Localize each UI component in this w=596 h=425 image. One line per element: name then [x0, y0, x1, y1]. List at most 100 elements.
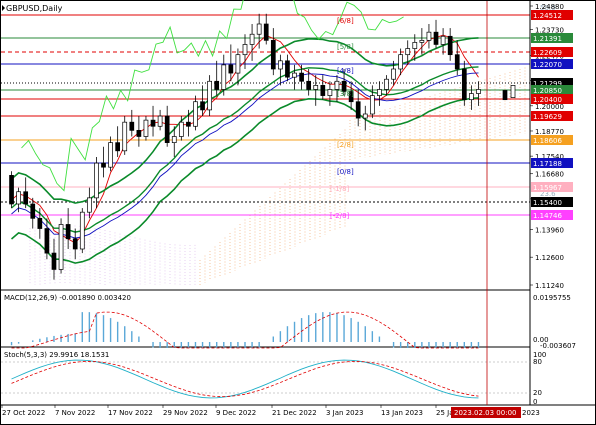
- price-level-box: 1.20400: [531, 94, 573, 104]
- candle: [193, 95, 198, 131]
- price-level-box: 1.24512: [531, 10, 573, 20]
- candle: [426, 24, 432, 49]
- candle: [94, 156, 99, 209]
- murrey-level-label: [5/8]: [337, 43, 354, 51]
- price-labels: 1.24512 1.22609 1.22070 1.21391 1.212991.208…: [531, 10, 573, 220]
- candle: [37, 208, 43, 239]
- fib-level-label: 23.6: [540, 190, 556, 198]
- price-level-label: 1.22609: [533, 49, 562, 57]
- macd-signal-line: [11, 311, 479, 349]
- price-level-label: 1.22070: [533, 61, 562, 69]
- time-cursor-label: 2023.02.03 00:00: [454, 409, 516, 417]
- macd-panel[interactable]: MACD(12,26,9) -0.001890 0.003420: [4, 294, 480, 349]
- candle: [334, 75, 340, 102]
- stochastic-panel[interactable]: Stoch(5,3,3) 29.9916 18.1531: [1, 351, 530, 399]
- candle: [447, 28, 453, 61]
- price-level-label: 1.17188: [533, 160, 562, 168]
- macd-axis-min: -0.003607: [540, 342, 576, 350]
- price-tick-label: 1.20000: [535, 103, 564, 111]
- time-tick-label: 9 Dec 2022: [216, 409, 256, 417]
- price-level-box: 1.14746: [531, 210, 573, 220]
- candle: [263, 13, 269, 45]
- murrey-level-label: [-1/8]: [330, 185, 350, 193]
- main-price-panel[interactable]: [6/8] [5/8] [4/8] [3/8] [2/8] [0/8] [-1/8] [-2/…: [1, 0, 556, 289]
- murrey-level-label: [2/8]: [337, 141, 354, 149]
- price-level-label: 1.21391: [533, 35, 562, 43]
- macd-label: MACD(12,26,9) -0.001890 0.003420: [4, 294, 131, 302]
- candle: [256, 13, 262, 49]
- candle: [108, 136, 113, 172]
- window-title: GBPUSD,Daily: [6, 4, 63, 13]
- candle: [51, 238, 57, 280]
- macd-axis-max: 0.0195755: [533, 294, 571, 302]
- stoch-k-line: [11, 359, 479, 399]
- price-level-label: 1.20850: [533, 87, 562, 95]
- price-level-box: 1.15967: [531, 182, 573, 192]
- candle: [129, 109, 135, 137]
- time-tick-label: 27 Oct 2022: [2, 409, 45, 417]
- candle: [433, 19, 439, 49]
- candle: [79, 208, 85, 254]
- candle: [143, 116, 149, 141]
- candle: [440, 28, 446, 55]
- candle: [299, 64, 304, 90]
- candle: [150, 105, 156, 137]
- candle: [270, 28, 276, 76]
- candle: [9, 171, 14, 209]
- candle: [186, 109, 191, 137]
- price-level-label: 1.15967: [533, 184, 562, 192]
- price-level-box: 1.21299: [531, 78, 573, 88]
- price-tick-label: 1.23730: [535, 27, 564, 35]
- time-trailing-label: 2023: [522, 409, 540, 417]
- candle: [87, 187, 92, 219]
- price-level-box: 1.19629: [531, 111, 573, 121]
- fib-level-label: 50.0: [540, 4, 556, 12]
- stoch-d-line: [11, 360, 479, 398]
- time-tick-label: 7 Nov 2022: [55, 409, 95, 417]
- candle: [23, 177, 29, 209]
- candle: [235, 48, 241, 86]
- murrey-level-label: [4/8]: [337, 67, 354, 75]
- price-tick-label: 1.17540: [535, 153, 564, 161]
- candle: [228, 44, 234, 82]
- candle: [207, 75, 212, 117]
- candle: [306, 69, 312, 96]
- murrey-labels: [6/8] [5/8] [4/8] [3/8] [2/8] [0/8] [-1/8] [-2/…: [330, 4, 556, 220]
- price-tick-label: 1.24880: [535, 3, 564, 11]
- candle: [101, 146, 106, 178]
- price-level-label: 1.15400: [533, 199, 562, 207]
- candle: [242, 34, 248, 69]
- price-level-box: 1.15400: [531, 197, 573, 207]
- murrey-level-label: [6/8]: [337, 17, 354, 25]
- collapse-icon[interactable]: [2, 5, 5, 11]
- candle: [369, 85, 375, 119]
- candle: [65, 208, 71, 249]
- candle: [398, 48, 403, 76]
- price-level-label: 1.14746: [533, 212, 562, 220]
- candle: [58, 218, 64, 274]
- candle: [122, 116, 128, 155]
- candle: [412, 34, 418, 61]
- candle: [348, 81, 354, 110]
- candle: [355, 89, 361, 127]
- candle: [16, 187, 21, 213]
- price-tick-label: 1.12600: [535, 254, 564, 262]
- murrey-level-label: [-2/8]: [330, 212, 350, 220]
- candle: [377, 81, 382, 106]
- time-tick-label: 21 Dec 2022: [272, 409, 317, 417]
- stoch-label: Stoch(5,3,3) 29.9916 18.1531: [4, 351, 109, 359]
- macd-axis-zero: 0.00: [533, 336, 549, 344]
- candle: [313, 75, 319, 106]
- candle: [72, 228, 78, 260]
- price-level-box: 1.17188: [531, 158, 573, 168]
- candle: [164, 105, 170, 147]
- price-level-label: 1.24512: [533, 12, 562, 20]
- time-cursor-box: [451, 407, 521, 418]
- candle: [278, 54, 283, 86]
- price-level-label: 1.21299: [533, 80, 562, 88]
- candle: [44, 218, 50, 260]
- candle: [136, 116, 142, 147]
- price-level-label: 1.20400: [533, 96, 562, 104]
- macd-histogram: [10, 312, 480, 348]
